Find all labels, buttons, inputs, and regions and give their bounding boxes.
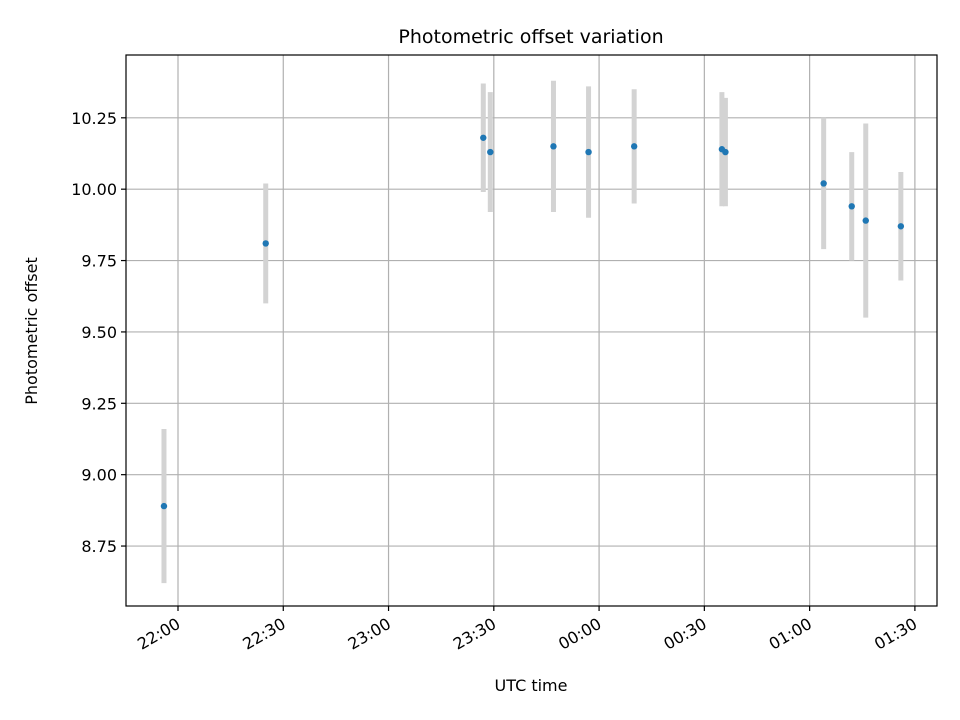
plot-frame <box>125 54 938 607</box>
chart-title: Photometric offset variation <box>398 26 663 48</box>
x-axis-label: UTC time <box>495 676 568 695</box>
y-tick-label: 10.00 <box>71 180 117 199</box>
data-point <box>487 148 494 156</box>
data-point <box>722 148 729 156</box>
grid <box>126 55 937 606</box>
data-point <box>480 134 487 141</box>
y-tick-label: 8.75 <box>81 537 117 556</box>
y-tick-label: 10.25 <box>71 109 117 128</box>
data-points <box>160 134 905 510</box>
y-axis-label: Photometric offset <box>22 257 41 405</box>
data-point <box>630 143 638 150</box>
y-tick-label: 9.50 <box>81 323 117 342</box>
data-point <box>820 180 827 187</box>
data-point <box>262 240 269 247</box>
y-tick-label: 9.25 <box>81 394 117 413</box>
y-tick-label: 9.00 <box>81 466 117 485</box>
y-tick-label: 9.75 <box>81 252 117 271</box>
data-point <box>862 217 869 224</box>
data-point <box>585 148 592 156</box>
data-point <box>848 203 855 210</box>
data-point <box>897 223 905 230</box>
y-axis-ticks: 8.75 9.00 9.25 9.50 9.75 10.00 10.25 <box>71 109 126 556</box>
data-point <box>160 502 168 510</box>
data-point <box>550 143 557 150</box>
